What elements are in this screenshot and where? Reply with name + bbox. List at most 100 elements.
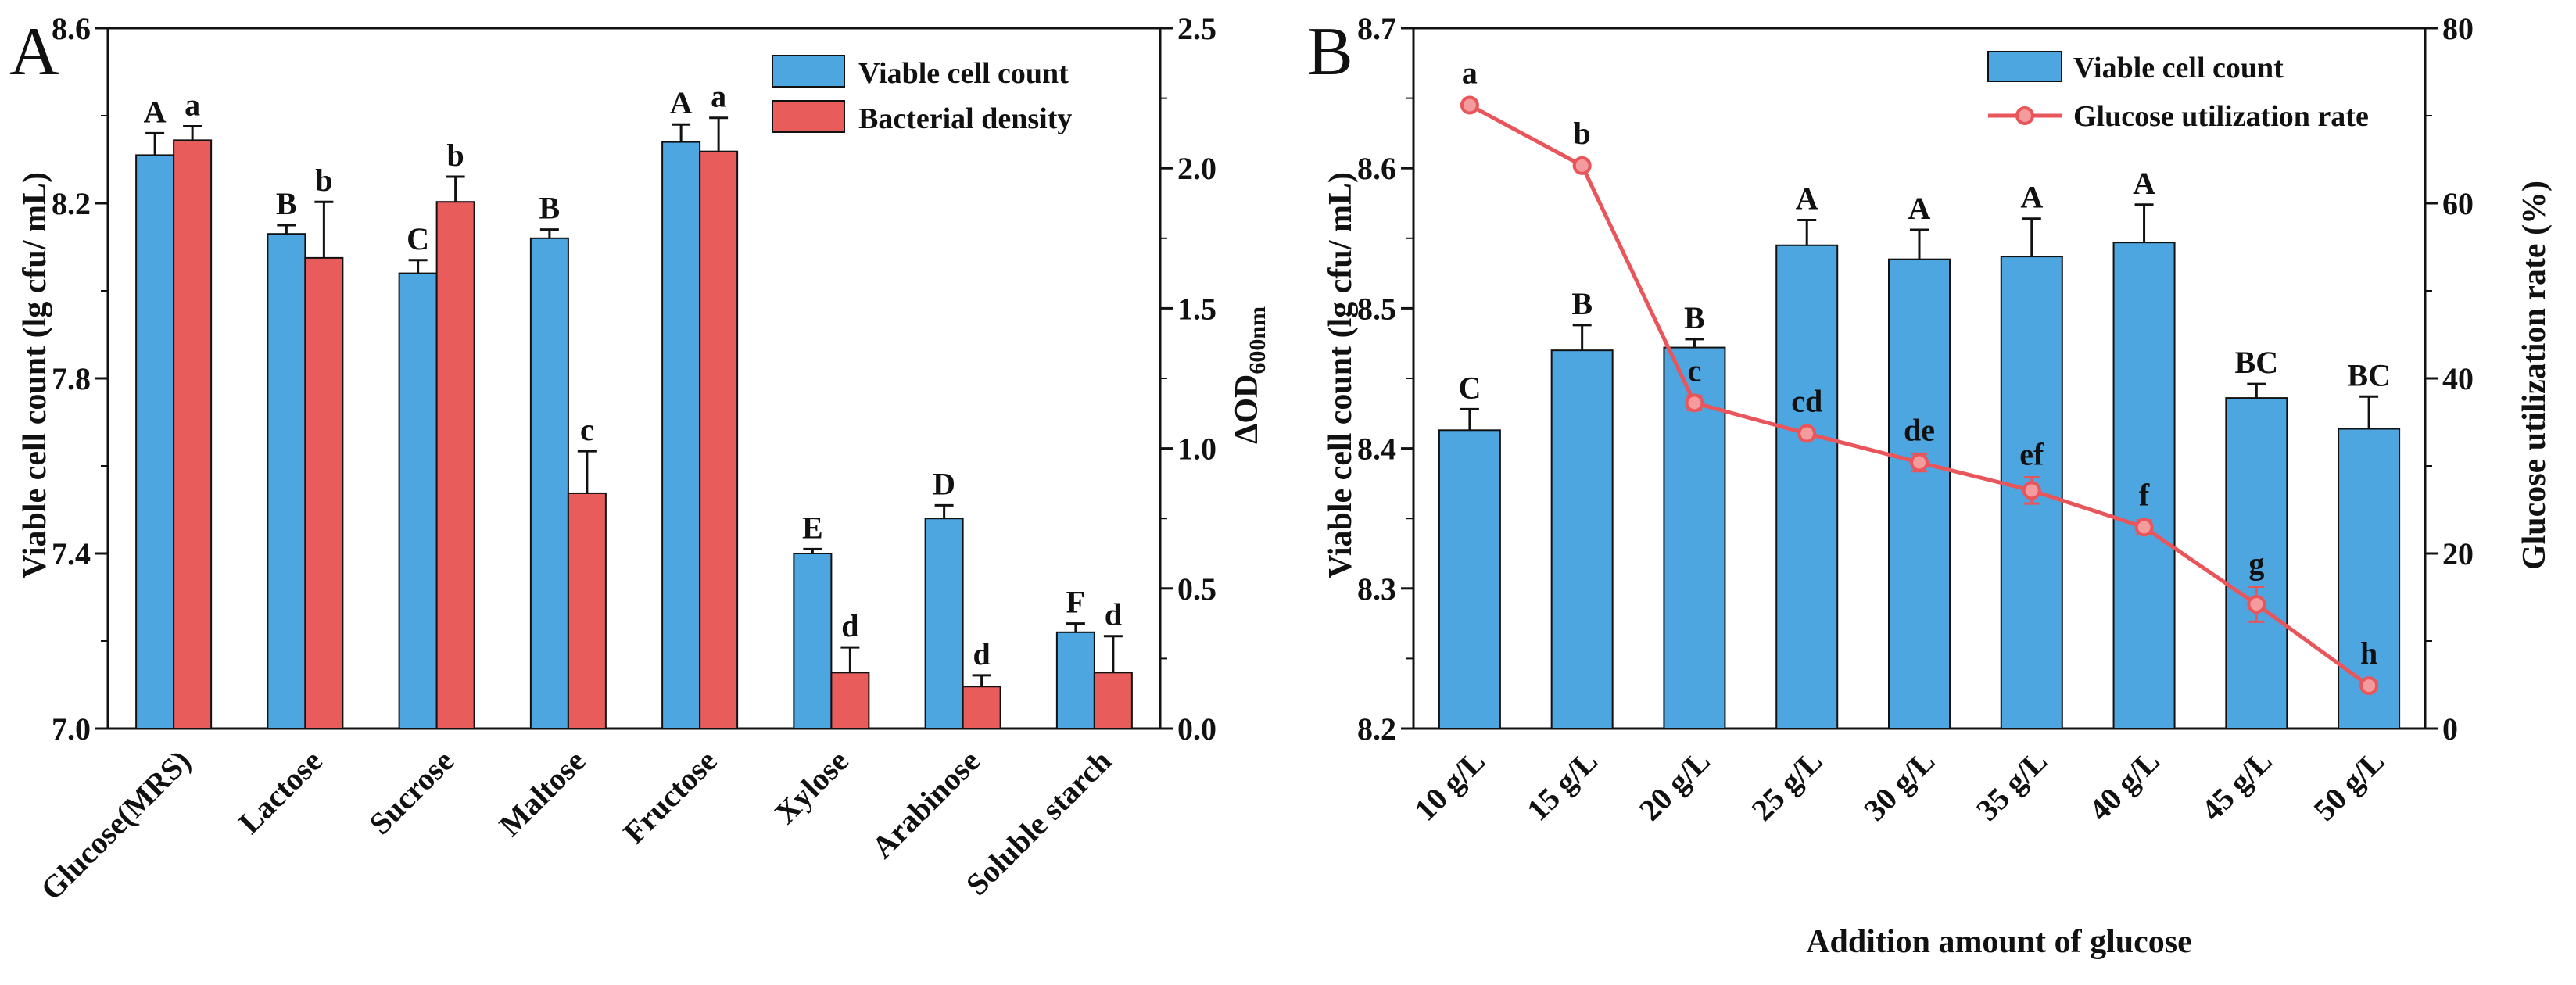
panel-a-x-tick-label: Lactose xyxy=(231,743,329,841)
panel-b-legend-label-line: Glucose utilization rate xyxy=(2073,100,2369,133)
panel-a-legend-label-viable: Viable cell count xyxy=(858,57,1069,90)
panel-a-x-tick-label: Sucrose xyxy=(362,743,460,842)
panel-a-sig-label-viable: D xyxy=(933,466,955,501)
panel-b-y2-tick-label: 60 xyxy=(2442,186,2474,221)
panel-b-utilization-point xyxy=(2022,481,2041,500)
panel-a-y-tick-label: 7.0 xyxy=(52,711,91,747)
panel-a-y2-tick-label: 1.5 xyxy=(1177,291,1216,326)
panel-b-bar-viable xyxy=(1888,258,1951,729)
panel-b-utilization-point xyxy=(2247,594,2266,614)
panel-b-sig-label-utilization: b xyxy=(1574,116,1591,151)
panel-a-y2-tick-label: 2.5 xyxy=(1177,11,1216,46)
panel-b-legend: Viable cell count Glucose utilization ra… xyxy=(1987,51,2369,133)
panel-b-x-tick-label: 25 g/L xyxy=(1745,743,1829,828)
panel-b-sig-label-viable: A xyxy=(2133,166,2155,201)
panel-a-sig-label-viable: F xyxy=(1066,585,1085,620)
panel-a-sig-label-density: a xyxy=(185,87,200,122)
panel-b-sig-label-viable: BC xyxy=(2235,345,2279,380)
panel-a-x-tick-label: Maltose xyxy=(493,743,593,844)
panel-a-bar-viable xyxy=(529,237,569,729)
panel-a-y-axis-title: Viable cell count (lg cfu/ mL) xyxy=(17,172,53,578)
panel-b-x-axis-title: Addition amount of glucose xyxy=(1806,924,2192,960)
panel-a-legend-swatch-density xyxy=(772,100,845,133)
panel-a-sig-label-viable: B xyxy=(276,186,297,221)
panel-b-legend-marker xyxy=(2015,106,2034,125)
panel-b-x-tick-label: 50 g/L xyxy=(2306,743,2391,828)
panel-b-y-tick-label: 8.4 xyxy=(1357,432,1396,467)
panel-a: A Viable cell count (lg cfu/ mL) ΔOD600n… xyxy=(9,11,1270,907)
panel-a-sig-label-density: a xyxy=(711,79,726,114)
panel-a-y-tick-label: 7.4 xyxy=(52,536,91,571)
panel-b-y-tick-label: 8.2 xyxy=(1357,711,1396,747)
panel-a-x-tick-label: Xylose xyxy=(768,743,855,831)
panel-b-sig-label-viable: A xyxy=(2020,180,2043,215)
panel-a-sig-label-viable: C xyxy=(407,221,429,256)
panel-a-x-tick-label: Fructose xyxy=(616,743,723,851)
panel-b-legend-swatch-viable xyxy=(1987,51,2062,82)
panel-a-y2-tick-label: 0.0 xyxy=(1177,711,1216,747)
panel-b-x-tick-label: 45 g/L xyxy=(2194,743,2279,828)
panel-b-sig-label-utilization: c xyxy=(1688,353,1702,388)
panel-a-bar-density xyxy=(1093,672,1133,730)
panel-a-sig-label-viable: A xyxy=(144,94,167,129)
panel-a-sig-label-density: b xyxy=(447,138,464,173)
panel-a-sig-label-density: c xyxy=(580,412,594,447)
panel-b-sig-label-viable: B xyxy=(1684,300,1705,335)
panel-a-bar-density xyxy=(699,150,739,730)
panel-b-utilization-point xyxy=(1460,95,1479,115)
panel-b-y2-tick-label: 80 xyxy=(2442,11,2474,46)
panel-a-y2-axis-title: ΔOD600nm xyxy=(1229,306,1270,444)
panel-a-y-tick-label: 8.6 xyxy=(52,11,91,46)
panel-b-legend-label-viable: Viable cell count xyxy=(2073,52,2284,84)
panel-b: B Viable cell count (lg cfu/ mL) Glucose… xyxy=(1307,11,2553,960)
panel-a-bar-viable xyxy=(267,233,306,729)
panel-b-utilization-point xyxy=(2134,518,2154,537)
panel-a-y2-tick-label: 1.0 xyxy=(1177,432,1216,467)
panel-a-y2-tick-label: 0.5 xyxy=(1177,571,1216,607)
panel-b-y-tick-label: 8.6 xyxy=(1357,151,1396,186)
panel-b-utilization-point xyxy=(1797,424,1817,443)
panel-a-sig-label-density: d xyxy=(973,636,991,672)
panel-b-sig-label-utilization: g xyxy=(2248,546,2264,582)
panel-b-y-axis-title: Viable cell count (lg cfu/ mL) xyxy=(1323,172,1359,578)
panel-a-bar-density xyxy=(304,256,344,729)
panel-a-bar-viable xyxy=(135,154,175,729)
panel-b-bar-viable xyxy=(2225,397,2288,729)
panel-b-utilization-point xyxy=(1685,393,1704,413)
panel-b-utilization-point xyxy=(2359,676,2379,696)
panel-b-y2-tick-label: 0 xyxy=(2442,711,2458,747)
panel-a-y2-tick-label: 2.0 xyxy=(1177,151,1216,186)
panel-b-y2-tick-label: 20 xyxy=(2442,536,2474,571)
panel-a-bar-density xyxy=(567,492,607,729)
panel-b-y2-axis-title: Glucose utilization rate (%) xyxy=(2517,181,2553,570)
panel-b-sig-label-viable: C xyxy=(1458,370,1481,405)
panel-a-bar-viable xyxy=(793,553,833,729)
panel-a-y2-title-sub: 600nm xyxy=(1245,306,1270,374)
panel-b-sig-label-utilization: a xyxy=(1462,56,1478,91)
panel-b-x-tick-label: 10 g/L xyxy=(1407,743,1492,828)
panel-b-sig-label-utilization: de xyxy=(1904,413,1935,448)
panel-a-sig-label-density: d xyxy=(841,608,858,643)
panel-b-bar-viable xyxy=(1550,349,1614,729)
panel-a-y-tick-label: 7.8 xyxy=(52,361,91,396)
panel-a-bar-density xyxy=(830,672,870,730)
panel-b-sig-label-viable: BC xyxy=(2347,357,2391,392)
panel-a-legend: Viable cell count Bacterial density xyxy=(772,55,1072,135)
panel-a-x-tick-label: Arabinose xyxy=(865,743,987,865)
panel-a-bar-density xyxy=(962,686,1001,729)
panel-b-sig-label-viable: A xyxy=(1908,191,1931,226)
panel-a-x-tick-label: Glucose(MRS) xyxy=(34,743,197,907)
panel-b-x-tick-label: 20 g/L xyxy=(1632,743,1717,828)
panel-b-sig-label-utilization: ef xyxy=(2019,437,2044,472)
panel-a-bar-viable xyxy=(924,518,964,729)
panel-a-letter: A xyxy=(9,14,59,90)
panel-b-sig-label-viable: A xyxy=(1796,181,1818,217)
panel-a-bar-density xyxy=(173,139,213,730)
panel-b-y-tick-label: 8.5 xyxy=(1357,291,1396,326)
panel-a-bar-viable xyxy=(398,272,438,730)
panel-b-sig-label-utilization: f xyxy=(2139,477,2150,512)
panel-a-sig-label-viable: E xyxy=(802,510,823,545)
panel-b-utilization-point xyxy=(1572,156,1592,175)
panel-a-bar-density xyxy=(435,201,475,729)
